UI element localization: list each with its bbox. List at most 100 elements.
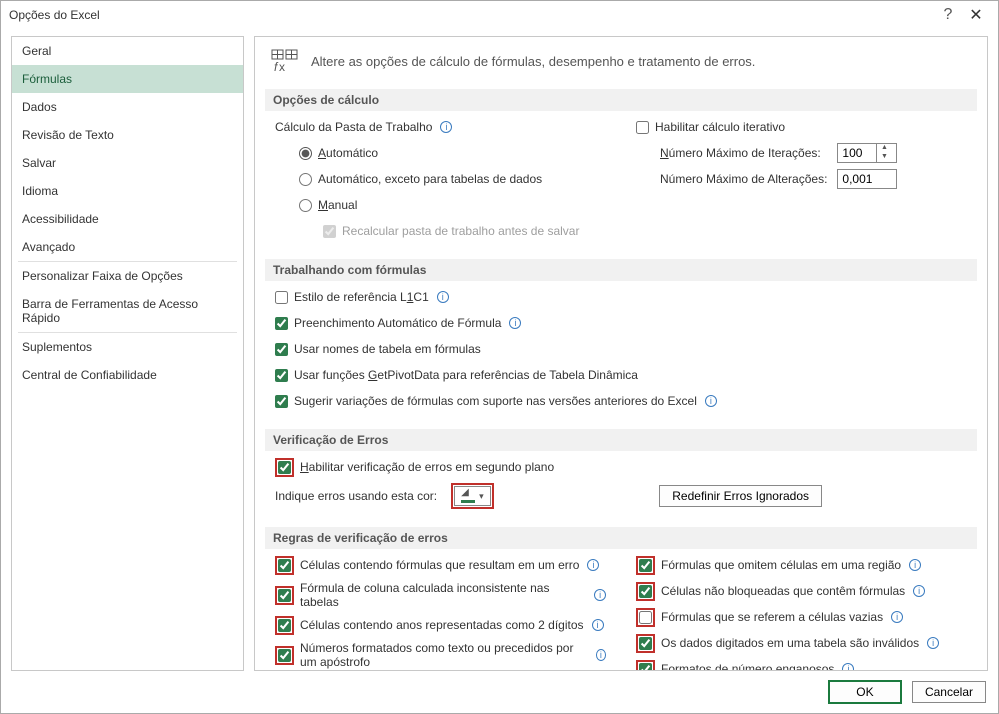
error-rule-checkbox[interactable] <box>639 585 652 598</box>
r1c1-checkbox[interactable] <box>275 291 288 304</box>
getpivot-row[interactable]: Usar funções GetPivotData para referênci… <box>275 365 967 385</box>
error-rule-row[interactable]: Células não bloqueadas que contêm fórmul… <box>636 581 967 601</box>
error-rule-checkbox[interactable] <box>639 637 652 650</box>
max-iter-spinner[interactable]: ▲▼ <box>837 143 897 163</box>
info-icon[interactable]: i <box>909 559 921 571</box>
error-rule-label: Fórmulas que omitem células em uma regiã… <box>661 558 901 572</box>
max-iter-label: Número Máximo de Iterações: <box>660 146 827 160</box>
info-icon[interactable]: i <box>440 121 452 133</box>
max-change-label: Número Máximo de Alterações: <box>660 172 827 186</box>
radio-auto-except-input[interactable] <box>299 173 312 186</box>
info-icon[interactable]: i <box>594 589 606 601</box>
max-iter-input[interactable] <box>838 144 876 162</box>
cancel-button[interactable]: Cancelar <box>912 681 986 703</box>
indicate-color-label: Indique erros usando esta cor: <box>275 489 437 503</box>
enable-bg-label: Habilitar verificação de erros em segund… <box>300 460 554 474</box>
highlight-rule-checkbox <box>275 646 294 665</box>
suggest-row[interactable]: Sugerir variações de fórmulas com suport… <box>275 391 967 411</box>
dialog-footer: OK Cancelar <box>1 671 998 713</box>
highlight-enable-bg <box>275 458 294 477</box>
error-color-picker[interactable]: ▾ <box>454 486 491 506</box>
info-icon[interactable]: i <box>592 619 604 631</box>
error-rule-checkbox[interactable] <box>639 559 652 572</box>
max-change-input[interactable] <box>837 169 897 189</box>
iterative-calc[interactable]: Habilitar cálculo iterativo <box>636 117 785 137</box>
error-rule-row[interactable]: Os dados digitados em uma tabela são inv… <box>636 633 967 653</box>
autocomplete-checkbox[interactable] <box>275 317 288 330</box>
info-icon[interactable]: i <box>509 317 521 329</box>
info-icon[interactable]: i <box>437 291 449 303</box>
ok-button[interactable]: OK <box>828 680 902 704</box>
iterative-checkbox[interactable] <box>636 121 649 134</box>
error-rule-checkbox[interactable] <box>278 559 291 572</box>
highlight-rule-checkbox <box>636 660 655 672</box>
error-rule-row[interactable]: Fórmulas que se referem a células vazias… <box>636 607 967 627</box>
svg-text:x: x <box>279 60 285 73</box>
section-header-errorcheck: Verificação de Erros <box>265 429 977 451</box>
error-rule-checkbox[interactable] <box>278 649 291 662</box>
formulas-page-icon: f x <box>271 49 299 73</box>
table-names-row[interactable]: Usar nomes de tabela em fórmulas <box>275 339 967 359</box>
info-icon[interactable]: i <box>596 649 606 661</box>
window-title: Opções do Excel <box>9 8 934 22</box>
sidebar-item[interactable]: Avançado <box>12 233 243 261</box>
error-rule-label: Formatos de número enganosos <box>661 662 834 671</box>
sidebar-item[interactable]: Dados <box>12 93 243 121</box>
sidebar-item[interactable]: Salvar <box>12 149 243 177</box>
r1c1-checkbox-row[interactable]: Estilo de referência L1C1 i <box>275 287 967 307</box>
error-rule-checkbox[interactable] <box>278 589 291 602</box>
error-rule-row[interactable]: Fórmulas que omitem células em uma regiã… <box>636 555 967 575</box>
highlight-rule-checkbox <box>275 616 294 635</box>
spin-down-icon[interactable]: ▼ <box>877 153 891 162</box>
error-rule-row[interactable]: Células contendo fórmulas que resultam e… <box>275 555 606 575</box>
info-icon[interactable]: i <box>891 611 903 623</box>
getpivot-checkbox[interactable] <box>275 369 288 382</box>
enable-bg-checkbox[interactable] <box>278 461 291 474</box>
error-rule-label: Fórmula de coluna calculada inconsistent… <box>300 581 586 609</box>
error-rule-checkbox[interactable] <box>278 619 291 632</box>
sidebar-item[interactable]: Idioma <box>12 177 243 205</box>
error-rule-row[interactable]: Fórmula de coluna calculada inconsistent… <box>275 581 606 609</box>
info-icon[interactable]: i <box>587 559 599 571</box>
error-rule-checkbox[interactable] <box>639 663 652 672</box>
info-icon[interactable]: i <box>842 663 854 671</box>
highlight-rule-checkbox <box>636 556 655 575</box>
sidebar-item[interactable]: Barra de Ferramentas de Acesso Rápido <box>12 290 243 332</box>
excel-options-dialog: Opções do Excel ? ✕ GeralFórmulasDadosRe… <box>0 0 999 714</box>
sidebar-item[interactable]: Geral <box>12 37 243 65</box>
error-rule-label: Números formatados como texto ou precedi… <box>300 641 588 669</box>
radio-auto-except[interactable]: Automático, exceto para tabelas de dados <box>299 169 606 189</box>
section-header-calc: Opções de cálculo <box>265 89 977 111</box>
sidebar-item[interactable]: Revisão de Texto <box>12 121 243 149</box>
highlight-rule-checkbox <box>636 582 655 601</box>
titlebar: Opções do Excel ? ✕ <box>1 1 998 29</box>
info-icon[interactable]: i <box>927 637 939 649</box>
sidebar-item[interactable]: Fórmulas <box>12 65 243 93</box>
workbook-calc-label: Cálculo da Pasta de Trabalho i <box>275 117 606 137</box>
close-icon[interactable]: ✕ <box>962 5 990 25</box>
sidebar-item[interactable]: Central de Confiabilidade <box>12 361 243 389</box>
error-rule-checkbox[interactable] <box>639 611 652 624</box>
suggest-checkbox[interactable] <box>275 395 288 408</box>
error-rule-row[interactable]: Números formatados como texto ou precedi… <box>275 641 606 669</box>
info-icon[interactable]: i <box>705 395 717 407</box>
chevron-down-icon: ▾ <box>479 491 484 502</box>
sidebar-item[interactable]: Personalizar Faixa de Opções <box>12 262 243 290</box>
radio-auto[interactable]: Automático <box>299 143 606 163</box>
reset-ignored-errors-button[interactable]: Redefinir Erros Ignorados <box>659 485 822 507</box>
spin-up-icon[interactable]: ▲ <box>877 144 891 153</box>
help-icon[interactable]: ? <box>934 6 962 24</box>
highlight-rule-checkbox <box>275 586 294 605</box>
radio-manual-input[interactable] <box>299 199 312 212</box>
sidebar-item[interactable]: Acessibilidade <box>12 205 243 233</box>
sidebar-item[interactable]: Suplementos <box>12 333 243 361</box>
radio-auto-input[interactable] <box>299 147 312 160</box>
error-rule-label: Os dados digitados em uma tabela são inv… <box>661 636 919 650</box>
highlight-rule-checkbox <box>636 634 655 653</box>
error-rule-row[interactable]: Formatos de número enganosos i <box>636 659 967 671</box>
autocomplete-row[interactable]: Preenchimento Automático de Fórmula i <box>275 313 967 333</box>
table-names-checkbox[interactable] <box>275 343 288 356</box>
info-icon[interactable]: i <box>913 585 925 597</box>
radio-manual[interactable]: Manual <box>299 195 606 215</box>
error-rule-row[interactable]: Células contendo anos representadas como… <box>275 615 606 635</box>
